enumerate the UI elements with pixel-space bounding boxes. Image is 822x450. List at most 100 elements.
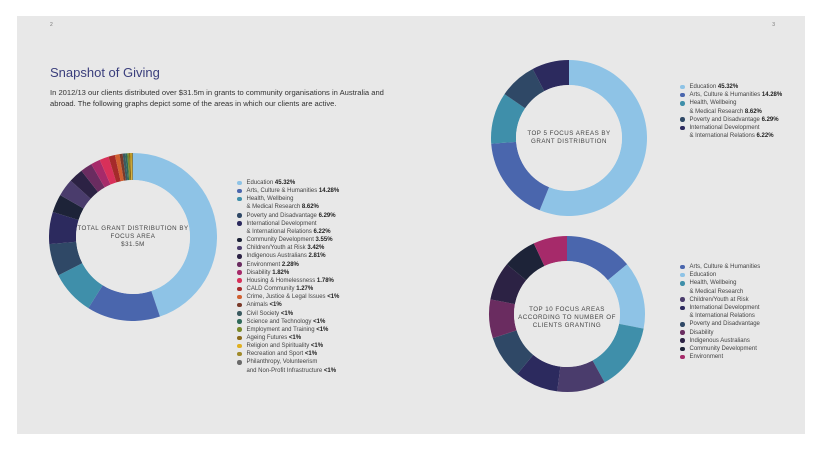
slice-recreation-and-sport bbox=[131, 153, 133, 181]
legend-label: Ageing Futures <1% bbox=[246, 334, 302, 341]
legend-swatch bbox=[237, 294, 242, 300]
legend-swatch bbox=[680, 330, 685, 335]
legend-item-international-development-and-international-relations: International Development & International… bbox=[237, 220, 407, 236]
legend-item-cald-community: CALD Community 1.27% bbox=[237, 285, 407, 293]
legend-swatch bbox=[680, 281, 685, 286]
legend-label: Children/Youth at Risk bbox=[689, 296, 749, 303]
legend-item-disability: Disability bbox=[680, 329, 805, 337]
legend-swatch bbox=[237, 188, 242, 194]
legend-label: CALD Community 1.27% bbox=[246, 286, 314, 293]
legend-item-crime-justice-and-legal-issues: Crime, Justice & Legal Issues <1% bbox=[237, 293, 407, 301]
slice-international-development-and-international-relations bbox=[532, 60, 569, 92]
legend-item-education: Education 45.32% bbox=[680, 83, 805, 91]
legend-value: <1% bbox=[269, 302, 282, 309]
legend-item-science-and-technology: Science and Technology <1% bbox=[237, 318, 407, 326]
legend-swatch bbox=[680, 354, 685, 360]
legend-item-community-development: Community Development 3.55% bbox=[237, 236, 407, 244]
legend-swatch bbox=[237, 262, 242, 267]
legend-value: 14.28% bbox=[318, 188, 340, 195]
legend-label: Health, Wellbeing & Medical Research 8.62… bbox=[246, 196, 319, 211]
legend-item-employment-and-training: Employment and Training <1% bbox=[237, 326, 407, 334]
legend-swatch bbox=[237, 221, 242, 226]
legend-value: 6.29% bbox=[318, 212, 336, 219]
legend-label: Community Development 3.55% bbox=[246, 237, 333, 244]
chart-1-title: TOTAL GRANT DISTRIBUTION BY FOCUS AREA bbox=[77, 225, 189, 240]
slice-science-and-technology bbox=[125, 153, 130, 181]
slice-children-youth-at-risk bbox=[557, 360, 605, 392]
legend-label: Crime, Justice & Legal Issues <1% bbox=[246, 294, 340, 301]
legend-label: International Development & International… bbox=[246, 220, 331, 235]
legend-swatch bbox=[237, 351, 242, 357]
slice-indigenous-australians bbox=[70, 170, 98, 199]
legend-value: 8.62% bbox=[744, 108, 762, 115]
slice-poverty-and-disadvantage bbox=[504, 68, 545, 109]
page-number-left: 2 bbox=[50, 22, 53, 28]
legend-label: Arts, Culture & Humanities 14.28% bbox=[689, 92, 783, 99]
page-number-right: 3 bbox=[772, 22, 775, 28]
slice-education bbox=[539, 60, 648, 217]
slice-health-wellbeing-and-medical-research bbox=[58, 263, 103, 309]
legend-label: Poverty and Disadvantage 6.29% bbox=[689, 116, 779, 123]
slice-poverty-and-disadvantage bbox=[492, 330, 534, 375]
legend-value: 1.82% bbox=[272, 269, 290, 276]
chart-3-center-label: TOP 10 FOCUS AREAS ACCORDING TO NUMBER O… bbox=[515, 306, 619, 330]
legend-item-recreation-and-sport: Recreation and Sport <1% bbox=[237, 350, 407, 358]
slice-crime-justice-and-legal-issues bbox=[114, 154, 124, 182]
legend-label: Education 45.32% bbox=[689, 84, 739, 90]
slice-philanthropy-volunteerism-and-non-profit-infrastructure bbox=[132, 153, 133, 180]
slice-arts-culture-and-humanities bbox=[567, 236, 628, 281]
legend-label: Health, Wellbeing & Medical Research 8.62… bbox=[689, 100, 762, 115]
chart-2-legend: Education 45.32% Arts, Culture & Humaniti… bbox=[680, 83, 805, 140]
slice-environment bbox=[81, 164, 105, 193]
slice-ageing-futures bbox=[128, 153, 132, 181]
legend-swatch bbox=[680, 272, 685, 278]
slice-education bbox=[607, 264, 646, 329]
legend-value: <1% bbox=[288, 334, 302, 341]
legend-label: International Development & International… bbox=[689, 305, 760, 320]
donut-hole bbox=[514, 261, 620, 367]
legend-item-health-wellbeing-and-medical-research: Health, Wellbeing & Medical Research 8.62… bbox=[680, 99, 805, 115]
slice-community-development bbox=[52, 195, 84, 221]
legend-item-civil-society: Civil Society <1% bbox=[237, 310, 407, 318]
slice-civil-society bbox=[122, 153, 128, 181]
legend-value: <1% bbox=[316, 326, 329, 333]
chart-2-title: TOP 5 FOCUS AREAS BY GRANT DISTRIBUTION bbox=[527, 130, 611, 145]
legend-label: Disability bbox=[689, 329, 714, 336]
legend-value: <1% bbox=[313, 318, 326, 325]
legend-swatch bbox=[237, 319, 242, 324]
total-grant-donut-chart bbox=[49, 153, 217, 321]
intro-paragraph: In 2012/13 our clients distributed over … bbox=[50, 88, 384, 108]
legend-label: Religion and Spirituality <1% bbox=[246, 343, 324, 350]
legend-label: Environment 2.28% bbox=[246, 261, 299, 268]
legend-value: 45.32% bbox=[274, 180, 296, 186]
legend-value: 6.22% bbox=[313, 228, 331, 235]
slice-international-development-and-international-relations bbox=[49, 212, 79, 245]
slice-health-wellbeing-and-medical-research bbox=[490, 94, 526, 144]
legend-item-indigenous-australians: Indigenous Australians bbox=[680, 337, 805, 345]
chart-3-title: TOP 10 FOCUS AREAS ACCORDING TO NUMBER O… bbox=[518, 306, 616, 329]
legend-label: Community Development bbox=[689, 346, 757, 353]
slice-disability bbox=[91, 159, 111, 188]
legend-item-religion-and-spirituality: Religion and Spirituality <1% bbox=[237, 342, 407, 350]
legend-label: Environment bbox=[689, 354, 724, 361]
legend-value: 1.78% bbox=[316, 277, 334, 284]
legend-swatch bbox=[237, 254, 242, 259]
legend-value: <1% bbox=[304, 351, 318, 358]
legend-label: Indigenous Australians bbox=[689, 337, 750, 344]
legend-value: <1% bbox=[327, 294, 340, 301]
legend-item-philanthropy-volunteerism-and-non-profit-infrastructure: Philanthropy, Volunteerism and Non-Profit… bbox=[237, 358, 407, 374]
document-spread: 2 3 Snapshot of Giving In 2012/13 our cl… bbox=[17, 16, 805, 434]
legend-label: Arts, Culture & Humanities bbox=[689, 264, 761, 270]
legend-item-international-development-and-international-relations: International Development & International… bbox=[680, 304, 805, 320]
legend-item-animals: Animals <1% bbox=[237, 301, 407, 309]
slice-indigenous-australians bbox=[490, 264, 527, 305]
slice-poverty-and-disadvantage bbox=[49, 241, 83, 276]
legend-label: Disability 1.82% bbox=[246, 269, 290, 276]
legend-label: Housing & Homelessness 1.78% bbox=[246, 277, 334, 284]
legend-label: Recreation and Sport <1% bbox=[246, 351, 318, 358]
legend-item-poverty-and-disadvantage: Poverty and Disadvantage 6.29% bbox=[237, 212, 407, 220]
legend-swatch bbox=[237, 335, 242, 341]
legend-swatch bbox=[680, 322, 685, 327]
slice-arts-culture-and-humanities bbox=[491, 141, 550, 211]
donut-hole bbox=[76, 180, 190, 294]
